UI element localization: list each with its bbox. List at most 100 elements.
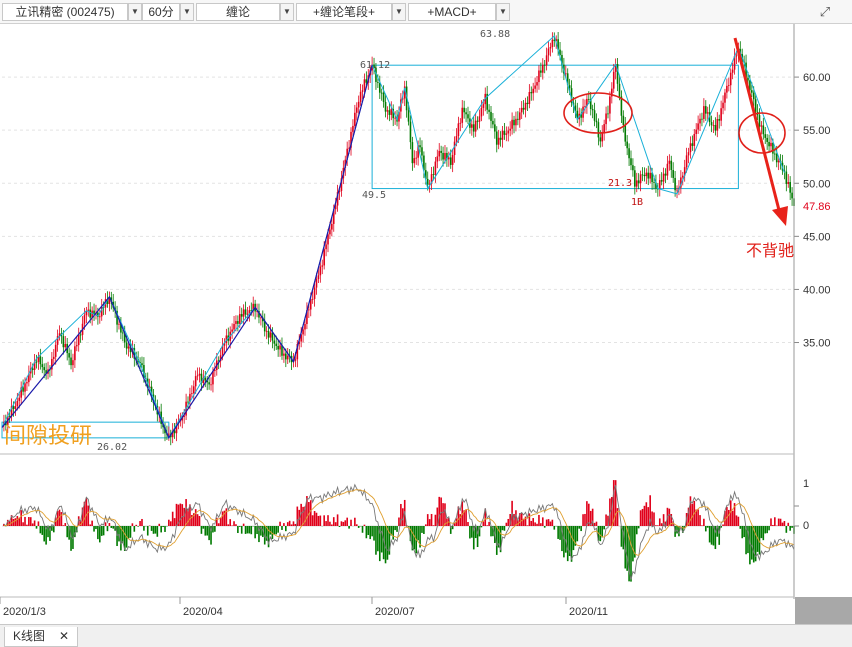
period-dropdown-arrow[interactable]: ▼ <box>180 3 194 21</box>
macd-bar <box>129 526 132 538</box>
macd-bar <box>377 526 379 552</box>
candle-body <box>588 98 590 100</box>
macd-bar <box>766 526 768 534</box>
indicator-macd[interactable]: +MACD+ <box>408 3 496 21</box>
stock-selector[interactable]: 立讯精密 (002475) <box>2 3 128 21</box>
macd-bar <box>16 516 19 526</box>
candle-body <box>413 158 416 164</box>
candle-body <box>225 335 228 344</box>
candle-body <box>365 79 368 83</box>
candle-body <box>340 178 343 191</box>
macd-bar <box>304 506 306 526</box>
trend-arrow-line <box>733 37 782 215</box>
candle-body <box>116 310 118 325</box>
macd-bar <box>235 524 237 526</box>
candle-body <box>764 134 767 138</box>
macd-bar <box>369 526 372 540</box>
macd-bar <box>549 521 552 526</box>
duan-polyline <box>1 65 373 440</box>
candle-body <box>547 48 550 56</box>
candle-body <box>704 106 707 114</box>
stock-dropdown-arrow[interactable]: ▼ <box>128 3 142 21</box>
tab-kline[interactable]: K线图 ✕ <box>4 627 79 647</box>
macd-bar <box>770 518 772 526</box>
candle-body <box>775 153 778 163</box>
macd-bar <box>499 526 502 553</box>
macd-bar <box>380 526 383 553</box>
macd-bar <box>375 526 377 555</box>
candle-body <box>87 309 90 311</box>
candle-body <box>495 131 498 145</box>
bi-duan-dropdown-arrow[interactable]: ▼ <box>392 3 406 21</box>
candle-body <box>298 341 301 344</box>
candle-body <box>551 39 554 47</box>
macd-bar <box>749 526 751 565</box>
candle-body <box>196 375 199 377</box>
macd-bar <box>141 518 143 526</box>
macd-bar <box>302 506 304 526</box>
macd-bar <box>599 526 602 542</box>
candle-body <box>574 105 577 111</box>
candle-body <box>127 346 130 349</box>
macd-bar <box>574 526 577 546</box>
kline-chart[interactable]: 60.00 55.00 50.00 45.00 40.00 35.00 2020/1/3 20… <box>0 24 852 624</box>
macd-bar <box>541 517 544 526</box>
candle-body <box>432 174 435 176</box>
candle-body <box>463 107 465 113</box>
macd-bar <box>146 526 149 536</box>
candle-body <box>384 101 387 112</box>
macd-bar <box>787 522 790 526</box>
macd-bar <box>559 526 561 540</box>
candle-body <box>591 108 594 111</box>
macd-bar <box>465 509 467 526</box>
macd-bar <box>26 524 28 526</box>
macd-bar <box>311 515 314 526</box>
macd-bar <box>208 526 210 541</box>
macd-bar <box>47 526 49 538</box>
candle-body <box>359 91 362 102</box>
macd-bar <box>363 524 366 526</box>
macd-bar <box>354 517 356 526</box>
macd-bar <box>488 521 490 526</box>
candle-body <box>645 172 648 177</box>
period-selector[interactable]: 60分 <box>142 3 180 21</box>
macd-bar <box>432 525 435 526</box>
candle-body <box>482 104 485 108</box>
macd-bar <box>480 526 483 528</box>
macd-bar <box>411 526 414 551</box>
candle-body <box>612 71 615 89</box>
candle-body <box>720 108 722 121</box>
candle-body <box>745 62 747 78</box>
chanlun-dropdown-arrow[interactable]: ▼ <box>280 3 294 21</box>
candle-body <box>394 117 396 119</box>
indicator-bi-duan[interactable]: +缠论笔段+ <box>296 3 392 21</box>
macd-bar <box>641 508 644 526</box>
candle-body <box>639 174 642 184</box>
macd-bar <box>292 521 295 526</box>
candle-body <box>664 173 667 176</box>
candle-body <box>674 177 676 191</box>
candle-body <box>388 110 391 115</box>
candle-body <box>43 367 45 371</box>
macd-bar <box>515 510 517 526</box>
close-icon[interactable]: ✕ <box>59 629 70 643</box>
macd-dropdown-arrow[interactable]: ▼ <box>496 3 510 21</box>
candle-body <box>51 358 53 370</box>
candle-body <box>327 234 329 245</box>
label-zs-top: 61.12 <box>360 60 390 71</box>
label-peak: 63.88 <box>480 29 510 40</box>
indicator-chanlun[interactable]: 缠论 <box>196 3 280 21</box>
candle-body <box>754 99 757 112</box>
candle-body <box>706 112 709 114</box>
candle-body <box>35 361 38 363</box>
macd-bar <box>747 526 749 554</box>
candle-body <box>660 180 663 182</box>
macd-bar <box>191 514 193 526</box>
macd-bar <box>52 526 55 533</box>
macd-bar <box>706 526 709 528</box>
candle-body <box>555 39 558 41</box>
candle-body <box>614 63 617 72</box>
expand-icon[interactable]: ⤢ <box>819 4 831 19</box>
candle-body <box>382 92 385 102</box>
macd-bar <box>791 526 793 528</box>
